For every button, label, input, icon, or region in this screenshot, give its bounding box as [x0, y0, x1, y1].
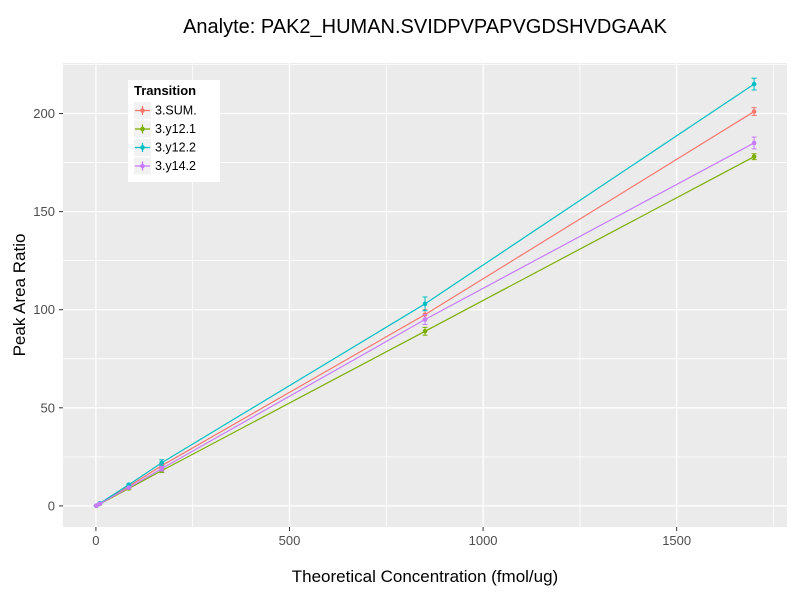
- series-points-3: [93, 140, 757, 509]
- y-tick-label: 100: [33, 302, 55, 317]
- y-tick-label: 50: [41, 400, 55, 415]
- x-tick-label: 1500: [662, 533, 691, 548]
- x-tick-label: 1000: [469, 533, 498, 548]
- x-tick-label: 0: [92, 533, 99, 548]
- y-axis-label: Peak Area Ratio: [10, 233, 29, 357]
- legend-key-point: [140, 108, 145, 113]
- y-tick-label: 0: [48, 498, 55, 513]
- data-point: [159, 466, 165, 471]
- legend-key-point: [140, 145, 145, 150]
- data-point: [126, 485, 132, 490]
- chart-title: Analyte: PAK2_HUMAN.SVIDPVPAPVGDSHVDGAAK: [183, 16, 667, 38]
- data-point: [422, 317, 428, 322]
- data-point: [751, 109, 757, 114]
- legend-label: 3.y14.2: [155, 159, 196, 173]
- x-axis-label: Theoretical Concentration (fmol/ug): [291, 567, 559, 586]
- legend-label: 3.y12.2: [155, 141, 196, 155]
- legend-key-point: [140, 126, 145, 132]
- data-point: [159, 460, 165, 466]
- data-point: [97, 501, 103, 507]
- major-gridlines: [63, 63, 787, 527]
- data-point: [93, 503, 99, 509]
- legend-label: 3.SUM.: [155, 104, 197, 118]
- legend-label: 3.y12.1: [155, 122, 196, 136]
- data-point: [751, 81, 757, 87]
- data-point: [751, 154, 757, 159]
- legend: Transition 3.SUM. 3.y12.1 3.y12.2 3.y14.2: [128, 80, 220, 182]
- data-point: [751, 140, 757, 146]
- y-tick-label: 200: [33, 106, 55, 121]
- data-point: [422, 328, 428, 334]
- legend-key-point: [140, 163, 145, 169]
- y-tick-label: 150: [33, 204, 55, 219]
- axis-ticks: 0 500 1000 1500 0 50 100 150 200: [33, 106, 691, 548]
- data-point: [422, 301, 428, 307]
- x-tick-label: 500: [279, 533, 301, 548]
- legend-title: Transition: [134, 83, 196, 98]
